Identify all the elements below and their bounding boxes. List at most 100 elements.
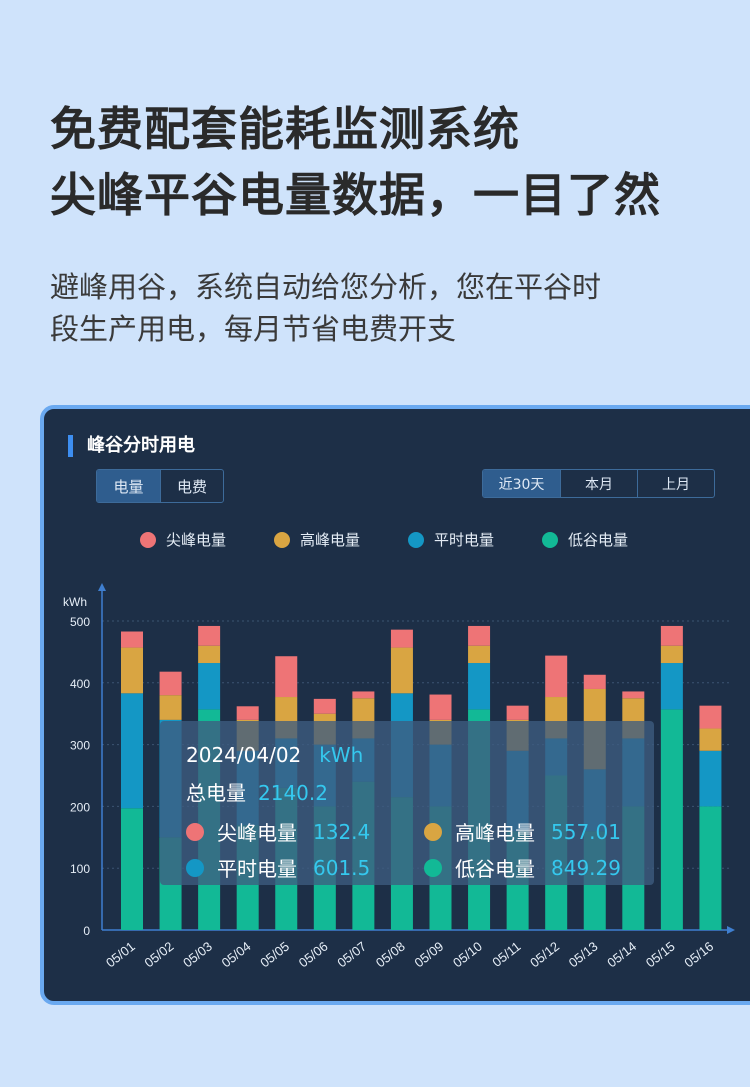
tooltip-dot-icon — [424, 822, 442, 841]
legend-dot-icon — [408, 531, 425, 548]
tooltip-item-label: 尖峰电量 — [217, 821, 297, 845]
y-axis-arrow-icon — [98, 583, 106, 591]
y-tick-label: 0 — [83, 924, 90, 938]
tooltip-item-peak: 尖峰电量 132.4 — [186, 817, 370, 846]
bar-segment — [506, 705, 529, 720]
x-tick-label: 05/04 — [219, 939, 254, 971]
bar-segment — [390, 629, 413, 648]
x-tick-label: 05/13 — [566, 939, 601, 971]
y-tick-label: 400 — [70, 677, 90, 691]
tooltip-unit: kWh — [319, 743, 364, 767]
chart-legend: 尖峰电量 高峰电量 平时电量 低谷电量 — [140, 529, 676, 550]
tooltip-item-label: 平时电量 — [217, 857, 297, 881]
legend-label: 平时电量 — [434, 531, 495, 549]
bar-segment — [275, 656, 298, 698]
tab-electricity-volume[interactable]: 电量 — [97, 470, 160, 502]
bar-segment — [699, 806, 722, 930]
bar-segment — [198, 645, 221, 664]
bar-segment — [468, 663, 491, 710]
bar-segment — [429, 694, 452, 720]
x-tick-label: 05/12 — [527, 939, 562, 971]
tooltip-date-row: 2024/04/02 kWh — [186, 743, 363, 767]
legend-item-normal[interactable]: 平时电量 — [408, 529, 494, 550]
bar-segment — [468, 645, 491, 664]
bar-segment — [699, 728, 722, 751]
legend-item-high[interactable]: 高峰电量 — [274, 529, 360, 550]
tooltip-dot-icon — [186, 858, 204, 877]
x-tick-label: 05/08 — [373, 939, 408, 971]
tooltip-total-value: 2140.2 — [258, 781, 328, 805]
tooltip-item-value: 601.5 — [313, 855, 371, 880]
x-tick-label: 05/10 — [450, 939, 485, 971]
tab-last-30-days[interactable]: 近30天 — [483, 470, 560, 497]
bar-segment — [699, 750, 722, 807]
x-tick-label: 05/07 — [334, 939, 369, 971]
bar-segment — [660, 645, 683, 664]
tab-electricity-cost[interactable]: 电费 — [160, 470, 223, 502]
tooltip-item-high: 高峰电量 557.01 — [424, 817, 621, 846]
tooltip-item-value: 849.29 — [551, 855, 621, 880]
bar-segment — [121, 631, 143, 648]
bar-segment — [121, 808, 143, 930]
headline-line-1: 免费配套能耗监测系统 — [50, 102, 520, 156]
range-switch: 近30天 本月 上月 — [482, 469, 715, 498]
tooltip-item-valley: 低谷电量 849.29 — [424, 853, 621, 882]
tooltip-total-row: 总电量 2140.2 — [186, 777, 328, 806]
y-tick-label: 100 — [70, 862, 90, 876]
bar-segment — [313, 698, 336, 714]
bar-segment — [198, 625, 221, 646]
legend-label: 高峰电量 — [300, 531, 361, 549]
x-tick-label: 05/15 — [643, 939, 678, 971]
subtitle-line-2: 段生产用电，每月节省电费开支 — [50, 312, 457, 346]
headline: 免费配套能耗监测系统 尖峰平谷电量数据，一目了然 — [50, 96, 661, 228]
x-tick-label: 05/05 — [257, 939, 292, 971]
tooltip-dot-icon — [424, 858, 442, 877]
y-axis-label: kWh — [63, 595, 87, 609]
legend-label: 低谷电量 — [568, 531, 629, 549]
y-tick-label: 200 — [70, 800, 90, 814]
bar-segment — [121, 647, 143, 694]
bar-segment — [159, 671, 182, 696]
tooltip-date: 2024/04/02 — [186, 743, 302, 767]
y-tick-label: 300 — [70, 739, 90, 753]
tooltip-dot-icon — [186, 822, 204, 841]
x-tick-label: 05/09 — [411, 939, 446, 971]
tab-last-month[interactable]: 上月 — [637, 470, 714, 497]
x-tick-label: 05/11 — [489, 939, 523, 970]
tooltip-total-label: 总电量 — [186, 781, 246, 805]
chart-tooltip: 2024/04/02 kWh 总电量 2140.2 尖峰电量 132.4 高峰电量 … — [160, 721, 654, 885]
y-tick-label: 500 — [70, 615, 90, 629]
headline-line-2: 尖峰平谷电量数据，一目了然 — [50, 168, 661, 222]
bar-segment — [159, 695, 182, 720]
tooltip-item-label: 高峰电量 — [455, 821, 535, 845]
tooltip-item-normal: 平时电量 601.5 — [186, 853, 370, 882]
legend-item-peak[interactable]: 尖峰电量 — [140, 529, 226, 550]
bar-segment — [390, 647, 413, 694]
bar-segment — [352, 691, 375, 699]
legend-item-valley[interactable]: 低谷电量 — [542, 529, 628, 550]
bar-segment — [622, 691, 645, 699]
bar-segment — [545, 655, 568, 698]
bar-segment — [468, 625, 491, 646]
bar-segment — [198, 663, 221, 710]
bar-segment — [660, 663, 683, 710]
bar-segment — [583, 674, 606, 689]
tooltip-item-label: 低谷电量 — [455, 857, 535, 881]
usage-card: 峰谷分时用电 电量 电费 近30天 本月 上月 尖峰电量 高峰电量 平时电量 低… — [40, 405, 750, 1005]
x-tick-label: 05/06 — [296, 939, 331, 971]
card-title: 峰谷分时用电 — [68, 435, 195, 457]
legend-dot-icon — [140, 531, 156, 548]
tooltip-item-value: 557.01 — [551, 819, 621, 844]
x-tick-label: 05/16 — [681, 939, 716, 971]
subtitle: 避峰用谷，系统自动给您分析，您在平谷时 段生产用电，每月节省电费开支 — [50, 266, 601, 350]
tab-this-month[interactable]: 本月 — [560, 470, 637, 497]
metric-switch: 电量 电费 — [96, 469, 224, 503]
bar-segment — [660, 709, 683, 930]
bar-segment — [236, 706, 259, 720]
bar-segment — [121, 693, 143, 809]
tooltip-item-value: 132.4 — [313, 819, 371, 844]
x-tick-label: 05/14 — [604, 939, 639, 971]
x-tick-label: 05/02 — [142, 939, 177, 971]
x-axis-arrow-icon — [727, 926, 735, 934]
